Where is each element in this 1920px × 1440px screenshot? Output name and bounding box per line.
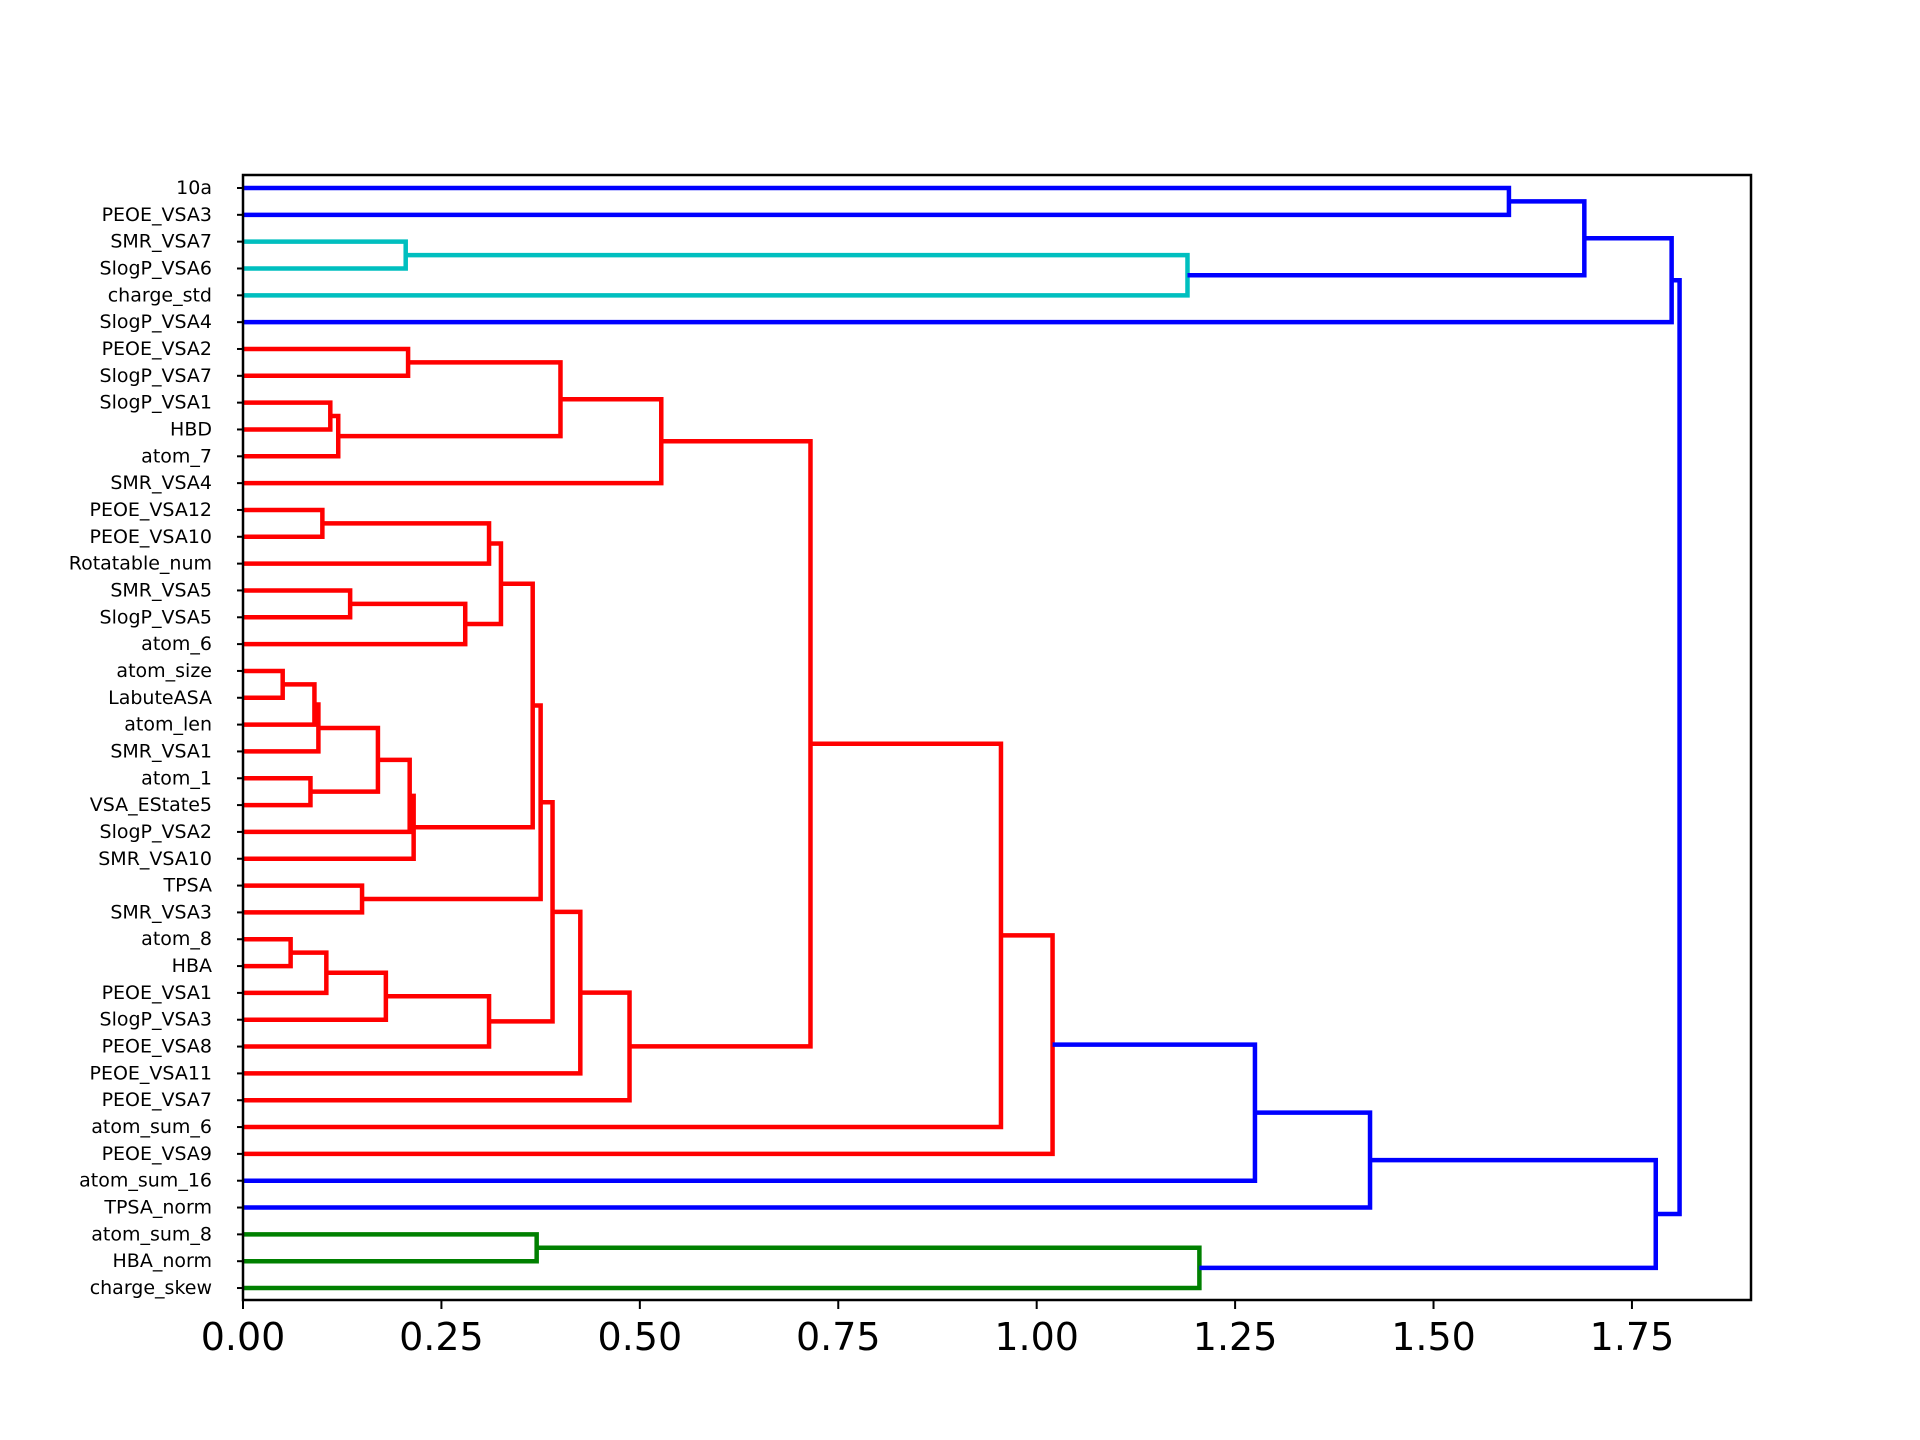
leaf-label: atom_7 [141, 445, 212, 467]
leaf-label: PEOE_VSA10 [89, 526, 212, 548]
dendrogram-link-17 [243, 682, 317, 727]
dendrogram-link-39 [243, 1245, 1202, 1291]
leaf-label: atom_sum_6 [91, 1116, 212, 1138]
leaf-label: SlogP_VSA2 [100, 821, 212, 843]
dendrogram-links [243, 185, 1682, 1291]
dendrogram-link-2 [243, 239, 408, 271]
plot-frame [241, 173, 1753, 1302]
dendrogram-link-30 [489, 800, 555, 1024]
leaf-label: PEOE_VSA8 [102, 1036, 212, 1058]
leaf-label: SMR_VSA4 [110, 472, 212, 494]
dendrogram-link-5 [243, 236, 1674, 325]
leaf-label: SMR_VSA3 [110, 901, 212, 923]
x-tick-label: 0.50 [598, 1315, 683, 1359]
dendrogram-link-32 [243, 990, 632, 1103]
dendrogram-link-4 [1187, 199, 1587, 278]
dendrogram-link-18 [243, 702, 321, 754]
leaf-label: PEOE_VSA1 [102, 982, 212, 1004]
dendrogram-link-41 [1655, 277, 1682, 1217]
dendrogram-link-8 [243, 413, 341, 459]
dendrogram-link-20 [310, 725, 381, 794]
leaf-label: atom_sum_8 [91, 1223, 212, 1245]
dendrogram-link-34 [243, 741, 1004, 1130]
dendrogram-link-27 [243, 950, 329, 996]
x-tick-label: 1.50 [1391, 1315, 1476, 1359]
x-tick-label: 1.25 [1193, 1315, 1278, 1359]
dendrogram-link-33 [629, 438, 813, 1049]
dendrogram-link-36 [243, 1042, 1258, 1183]
x-tick-label: 1.75 [1590, 1315, 1675, 1359]
dendrogram-link-40 [1199, 1157, 1659, 1271]
leaf-label: SlogP_VSA6 [100, 257, 212, 279]
dendrogram-link-6 [243, 346, 411, 379]
x-axis: 0.00 0.25 0.50 0.75 1.00 1.25 1.50 1.75 [201, 1300, 1675, 1359]
dendrogram-link-19 [243, 776, 313, 808]
leaf-label: LabuteASA [108, 687, 212, 709]
dendrogram-link-14 [243, 601, 468, 647]
leaf-label: atom_len [124, 714, 212, 736]
dendrogram-link-9 [338, 360, 563, 439]
dendrogram-link-21 [243, 757, 412, 835]
dendrogram-link-7 [243, 400, 333, 432]
x-tick-label: 0.00 [201, 1315, 286, 1359]
dendrogram-link-12 [243, 521, 492, 566]
leaf-label: HBD [170, 418, 212, 440]
leaf-label: SlogP_VSA5 [100, 606, 212, 628]
dendrogram-link-13 [243, 588, 353, 620]
leaf-label: HBA [172, 955, 212, 977]
leaf-label: HBA_norm [113, 1250, 212, 1272]
leaf-label: PEOE_VSA9 [102, 1143, 212, 1165]
leaf-label: charge_std [108, 284, 212, 306]
leaf-label: atom_1 [141, 767, 212, 789]
leaf-label: SlogP_VSA1 [100, 392, 212, 414]
dendrogram-link-11 [243, 507, 325, 540]
leaf-label: VSA_EState5 [90, 794, 212, 816]
dendrogram-link-10 [243, 397, 664, 486]
dendrogram-link-16 [243, 668, 285, 701]
leaf-label: SMR_VSA1 [110, 740, 212, 762]
leaf-labels: 10a PEOE_VSA3 SMR_VSA7 SlogP_VSA6 charge_std… [69, 177, 243, 1299]
leaf-label: PEOE_VSA7 [102, 1089, 212, 1111]
leaf-label: charge_skew [90, 1277, 212, 1299]
leaf-label: Rotatable_num [69, 553, 212, 575]
x-tick-label: 0.75 [796, 1315, 881, 1359]
dendrogram-link-23 [413, 581, 535, 830]
leaf-label: atom_8 [141, 928, 212, 950]
dendrogram-link-15 [465, 541, 504, 627]
leaf-label: PEOE_VSA2 [102, 338, 212, 360]
dendrogram-link-29 [243, 994, 492, 1049]
leaf-label: PEOE_VSA3 [102, 204, 212, 226]
dendrogram-link-22 [243, 793, 416, 861]
leaf-label: atom_6 [141, 633, 212, 655]
dendrogram-link-25 [362, 703, 543, 902]
leaf-label: SMR_VSA7 [110, 231, 212, 253]
dendrogram-link-3 [243, 252, 1190, 298]
dendrogram-link-37 [243, 1110, 1373, 1210]
leaf-label: SlogP_VSA3 [100, 1009, 212, 1031]
dendrogram-link-26 [243, 936, 293, 969]
leaf-label: SlogP_VSA4 [100, 311, 212, 333]
leaf-label: atom_sum_16 [79, 1170, 212, 1192]
leaf-label: 10a [176, 177, 212, 199]
x-tick-label: 0.25 [399, 1315, 484, 1359]
leaf-label: PEOE_VSA11 [89, 1062, 212, 1084]
dendrogram-link-1 [243, 185, 1512, 218]
leaf-label: atom_size [116, 660, 212, 682]
dendrogram-link-24 [243, 883, 365, 915]
leaf-label: SMR_VSA10 [98, 848, 212, 870]
dendrogram-link-28 [243, 970, 389, 1022]
leaf-label: TPSA [163, 875, 212, 897]
leaf-label: TPSA_norm [103, 1197, 212, 1219]
leaf-label: SMR_VSA5 [110, 579, 212, 601]
leaf-label: SlogP_VSA7 [100, 365, 212, 387]
leaf-label: PEOE_VSA12 [89, 499, 212, 521]
dendrogram-link-38 [243, 1232, 539, 1264]
x-tick-label: 1.00 [994, 1315, 1079, 1359]
